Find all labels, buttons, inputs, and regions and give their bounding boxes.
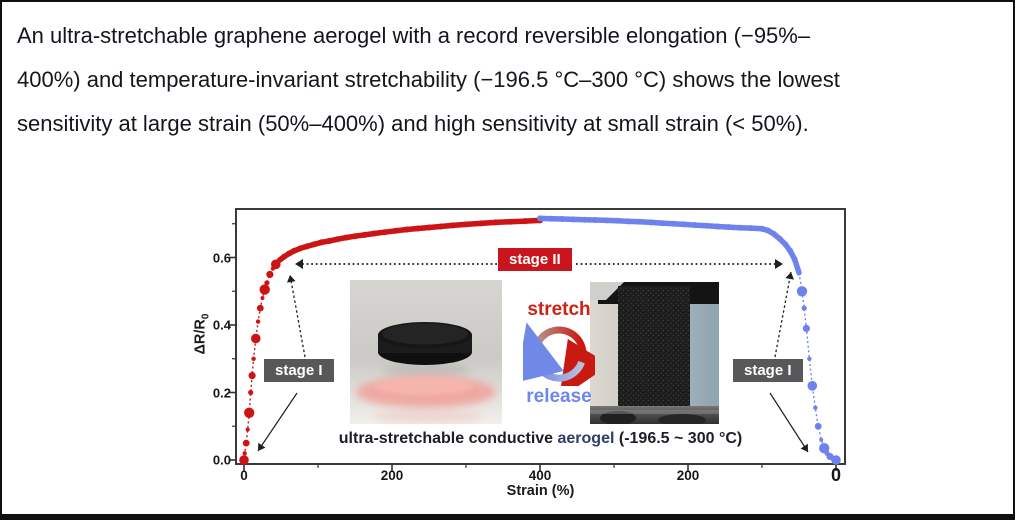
headline-line-3: sensitivity at large strain (50%–400%) a… — [17, 111, 809, 136]
stretch-release-cycle: stretch release — [507, 299, 611, 408]
aerogel-disc — [378, 322, 472, 365]
y-axis-label-sub: 0 — [200, 313, 212, 320]
headline-text: An ultra-stretchable graphene aerogel wi… — [17, 14, 840, 146]
y-axis-label-main: ΔR/R — [192, 319, 209, 355]
x-tick-label: 200 — [676, 468, 700, 483]
stage2-badge: stage II — [498, 248, 572, 271]
y-axis-label: ΔR/R0 — [193, 314, 212, 355]
cycle-arrows-icon — [523, 322, 595, 386]
y-tick-label: 0.0 — [212, 452, 231, 468]
release-arrow — [523, 322, 585, 383]
stage1-left-badge: stage I — [264, 359, 334, 382]
bottom-border-bar — [2, 514, 1013, 520]
caption-pre: ultra-stretchable conductive — [338, 430, 558, 447]
headline-line-1: An ultra-stretchable graphene aerogel wi… — [17, 23, 811, 48]
caption-highlight: aerogel — [557, 430, 615, 447]
aerogel-stretched-illustration — [590, 282, 719, 424]
figure-caption: ultra-stretchable conductive aerogel (-1… — [236, 430, 845, 448]
aerogel-on-petal-illustration — [350, 280, 502, 424]
y-tick-label: 0.2 — [212, 385, 231, 400]
y-tick-label: 0.6 — [212, 250, 231, 265]
x-tick-label: 400 — [528, 468, 552, 483]
stretch-arrow — [531, 326, 595, 386]
y-tick-label: 0.4 — [212, 317, 231, 333]
release-label: release — [526, 386, 592, 407]
stage1-right-badge: stage I — [733, 359, 803, 382]
aerogel-on-petal-photo — [350, 280, 502, 424]
x-tick-label: 200 — [380, 468, 404, 483]
bottom-clamp — [590, 406, 719, 424]
aerogel-stretched-photo — [590, 282, 719, 424]
stretch-label: stretch — [527, 299, 591, 320]
aerogel-column — [618, 286, 690, 418]
caption-post: (-196.5 ~ 300 °C) — [614, 430, 743, 447]
headline-line-2: 400%) and temperature-invariant stretcha… — [17, 67, 840, 92]
x-axis-label: Strain (%) — [506, 483, 575, 499]
x-tick-label: 0 — [240, 468, 248, 483]
